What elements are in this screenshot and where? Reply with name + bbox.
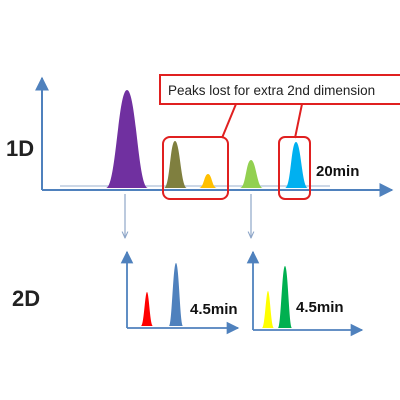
callout-text: Peaks lost for extra 2nd dimension xyxy=(168,83,375,98)
lost-peaks-box-left xyxy=(162,136,229,200)
peak-olive xyxy=(164,141,187,188)
peak-lightgreen xyxy=(240,160,263,188)
peak-skyblue xyxy=(285,142,308,188)
first-dimension-label: 1D xyxy=(6,136,34,161)
callout-connector-right xyxy=(294,103,303,139)
peak-green xyxy=(278,266,292,328)
peak-gold xyxy=(199,174,217,188)
peak-yellow xyxy=(262,291,274,328)
first-dim-time-label: 20min xyxy=(316,163,359,180)
second-dimension-label: 2D xyxy=(12,286,40,311)
second-dim-left-time-label: 4.5min xyxy=(190,301,238,318)
second-dim-right-time-label: 4.5min xyxy=(296,299,344,316)
peak-red xyxy=(141,292,153,326)
callout-box xyxy=(159,74,400,105)
peak-steelblue xyxy=(169,263,183,326)
peak-purple xyxy=(106,90,148,188)
callout-connector-left xyxy=(221,103,237,139)
